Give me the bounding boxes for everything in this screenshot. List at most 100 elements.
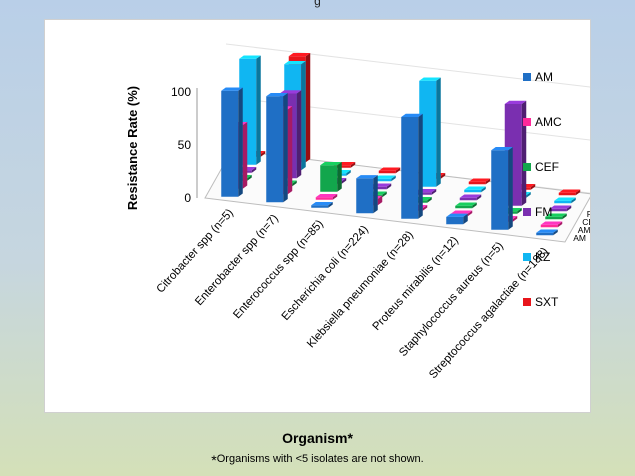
- bar-front-face: [455, 205, 473, 209]
- bar-top-face: [450, 210, 473, 214]
- bar-side-face: [436, 77, 441, 187]
- bar-side-face: [391, 175, 396, 182]
- bar-side-face: [431, 189, 437, 195]
- bar-FM-7: [549, 205, 572, 212]
- y-tick-label: 0: [184, 191, 191, 205]
- bar-side-face: [512, 216, 518, 222]
- bar-front-face: [545, 216, 563, 220]
- bar-side-face: [256, 55, 261, 165]
- legend-item-SXT: SXT: [523, 295, 559, 309]
- bar-front-face: [554, 200, 572, 204]
- bar-side-face: [485, 178, 491, 185]
- bar-side-face: [553, 229, 558, 236]
- bar-AM-4: [401, 113, 423, 219]
- legend-swatch: [523, 208, 531, 216]
- bar-top-face: [374, 175, 396, 179]
- legend-label: CEF: [535, 160, 559, 174]
- category-label: Escherichia coli (n=224): [280, 223, 371, 323]
- bar-side-face: [283, 93, 288, 203]
- bar-top-face: [356, 175, 378, 179]
- bar-side-face: [508, 147, 513, 230]
- legend-label: AMC: [535, 115, 562, 129]
- bar-front-face: [221, 90, 239, 197]
- bar-top-face: [545, 213, 567, 217]
- bar-top-face: [468, 178, 491, 182]
- bar-AM-0: [221, 87, 243, 197]
- y-tick-label: 50: [178, 138, 192, 152]
- bar-top-face: [279, 90, 302, 94]
- bar-front-face: [374, 178, 392, 182]
- bar-side-face: [346, 170, 351, 176]
- bar-top-face: [239, 55, 261, 59]
- bar-side-face: [287, 106, 293, 195]
- bar-side-face: [377, 195, 383, 206]
- bar-KZ-7: [554, 197, 576, 204]
- bar-side-face: [521, 100, 527, 206]
- legend-swatch: [523, 163, 531, 171]
- bar-front-face: [369, 186, 387, 190]
- bar-front-face: [459, 197, 477, 201]
- depth-label: CEF: [582, 217, 590, 227]
- bar-front-face: [468, 181, 486, 185]
- bar-front-face: [378, 170, 396, 174]
- bar-SXT-5: [468, 178, 491, 185]
- bar-front-face: [266, 96, 284, 203]
- bar-CEF-7: [545, 213, 567, 220]
- bar-CEF-5: [455, 202, 477, 209]
- bar-side-face: [530, 184, 536, 190]
- legend-swatch: [523, 73, 531, 81]
- bar-SXT-7: [558, 189, 581, 196]
- legend-label: AM: [535, 70, 553, 84]
- bar-KZ-5: [464, 186, 486, 193]
- category-label: Enterobacter spp (n=7): [193, 212, 281, 308]
- bar-KZ-3: [374, 175, 396, 182]
- bar-front-face: [464, 189, 482, 193]
- chart-panel: 0 50 100 Resistance Rate (%) Citrobacter spp…: [44, 19, 591, 413]
- bar-front-face: [549, 208, 567, 212]
- bar-side-face: [476, 194, 482, 201]
- bar-side-face: [481, 186, 486, 193]
- x-axis-title: Organism*: [282, 430, 353, 446]
- bar-side-face: [467, 210, 473, 217]
- bar-side-face: [562, 213, 567, 220]
- bar-front-face: [446, 216, 464, 225]
- bar-KZ-4: [419, 77, 441, 187]
- bar-AM-7: [536, 229, 558, 236]
- category-label: Klebsiella pneumoniae (n=28): [305, 229, 416, 350]
- bar-side-face: [557, 221, 563, 228]
- bar-front-face: [540, 224, 558, 228]
- legend-item-AM: AM: [523, 70, 553, 84]
- bar-front-face: [419, 80, 437, 187]
- depth-label: AMC: [578, 225, 590, 235]
- bar-side-face: [386, 183, 392, 190]
- bar-top-face: [288, 53, 311, 57]
- bar-top-face: [554, 197, 576, 201]
- bar-front-face: [356, 178, 374, 214]
- footnote-text: Organisms with <5 isolates are not shown…: [216, 453, 424, 465]
- bar-top-face: [419, 77, 441, 81]
- legend-swatch: [523, 298, 531, 306]
- bar-top-face: [320, 162, 342, 166]
- depth-label: AM: [573, 233, 586, 243]
- bar-side-face: [517, 208, 522, 214]
- bar-side-face: [566, 205, 572, 212]
- bar-top-face: [311, 202, 333, 206]
- bar-side-face: [350, 162, 356, 168]
- bar-side-face: [328, 202, 333, 208]
- bar-side-face: [305, 53, 311, 163]
- bar-top-face: [284, 61, 306, 65]
- bar-AM-1: [266, 93, 288, 203]
- legend-swatch: [523, 118, 531, 126]
- bar-top-face: [491, 147, 513, 151]
- bar-side-face: [427, 197, 432, 203]
- bar-side-face: [418, 113, 423, 219]
- bar-side-face: [575, 189, 581, 196]
- bar-front-face: [401, 116, 419, 219]
- bar-top-face: [221, 87, 243, 91]
- bar-AM-5: [446, 213, 468, 225]
- category-label: Proteus mirabilis (n=12): [371, 234, 462, 333]
- bar-front-face: [320, 165, 338, 192]
- bar-AM-2: [311, 202, 333, 208]
- bar-side-face: [422, 205, 428, 211]
